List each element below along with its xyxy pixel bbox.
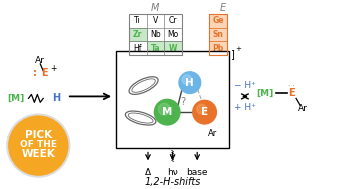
Text: Ar: Ar	[35, 57, 45, 66]
Text: :: :	[32, 68, 36, 78]
Text: ?: ?	[180, 97, 186, 107]
Text: 1,2-H-shifts: 1,2-H-shifts	[145, 177, 201, 187]
Bar	[210, 14, 227, 55]
Text: base: base	[186, 168, 208, 177]
Text: [M]: [M]	[257, 89, 274, 98]
Text: hν: hν	[167, 168, 178, 177]
Circle shape	[7, 114, 70, 177]
Text: OF THE: OF THE	[20, 140, 57, 149]
Text: E: E	[41, 68, 48, 78]
Text: +: +	[50, 64, 56, 73]
Text: M: M	[162, 107, 172, 117]
Text: E: E	[201, 107, 208, 117]
Text: Mo: Mo	[167, 30, 179, 39]
Circle shape	[182, 75, 192, 85]
Text: Δ: Δ	[145, 168, 151, 177]
Bar	[146, 41, 164, 55]
Text: E: E	[288, 88, 295, 98]
Text: ]: ]	[230, 49, 234, 59]
Circle shape	[193, 100, 216, 124]
Text: E: E	[220, 3, 226, 13]
Bar	[129, 28, 146, 41]
Bar	[210, 41, 227, 55]
Text: Ta: Ta	[151, 44, 160, 53]
Text: PICK: PICK	[25, 130, 52, 140]
Text: Ar: Ar	[298, 104, 308, 113]
Bar	[164, 41, 182, 55]
Circle shape	[159, 103, 170, 115]
Text: M: M	[151, 3, 160, 13]
Text: + H⁺: + H⁺	[234, 103, 256, 112]
Text: Ti: Ti	[134, 16, 141, 25]
Text: Ar: Ar	[207, 129, 217, 138]
Bar	[116, 51, 229, 148]
Text: · ·: · ·	[288, 83, 295, 89]
Text: Cr: Cr	[169, 16, 177, 25]
Text: H: H	[185, 78, 194, 88]
Text: V: V	[153, 16, 158, 25]
Text: H: H	[52, 93, 60, 103]
Bar	[210, 28, 227, 41]
Text: Sn: Sn	[213, 30, 224, 39]
Bar	[210, 14, 227, 28]
Text: Hf: Hf	[134, 44, 142, 53]
Text: Pb: Pb	[213, 44, 224, 53]
Text: [M]: [M]	[7, 94, 24, 103]
Circle shape	[197, 104, 207, 114]
Text: Ge: Ge	[212, 16, 224, 25]
Bar	[129, 14, 182, 55]
Text: Nb: Nb	[150, 30, 161, 39]
Text: Zr: Zr	[133, 30, 142, 39]
Circle shape	[9, 116, 68, 175]
Text: − H⁺: − H⁺	[234, 81, 256, 90]
Text: +: +	[235, 46, 241, 52]
Text: WEEK: WEEK	[21, 149, 55, 160]
Circle shape	[179, 72, 201, 93]
Circle shape	[154, 99, 180, 125]
Text: W: W	[169, 44, 177, 53]
